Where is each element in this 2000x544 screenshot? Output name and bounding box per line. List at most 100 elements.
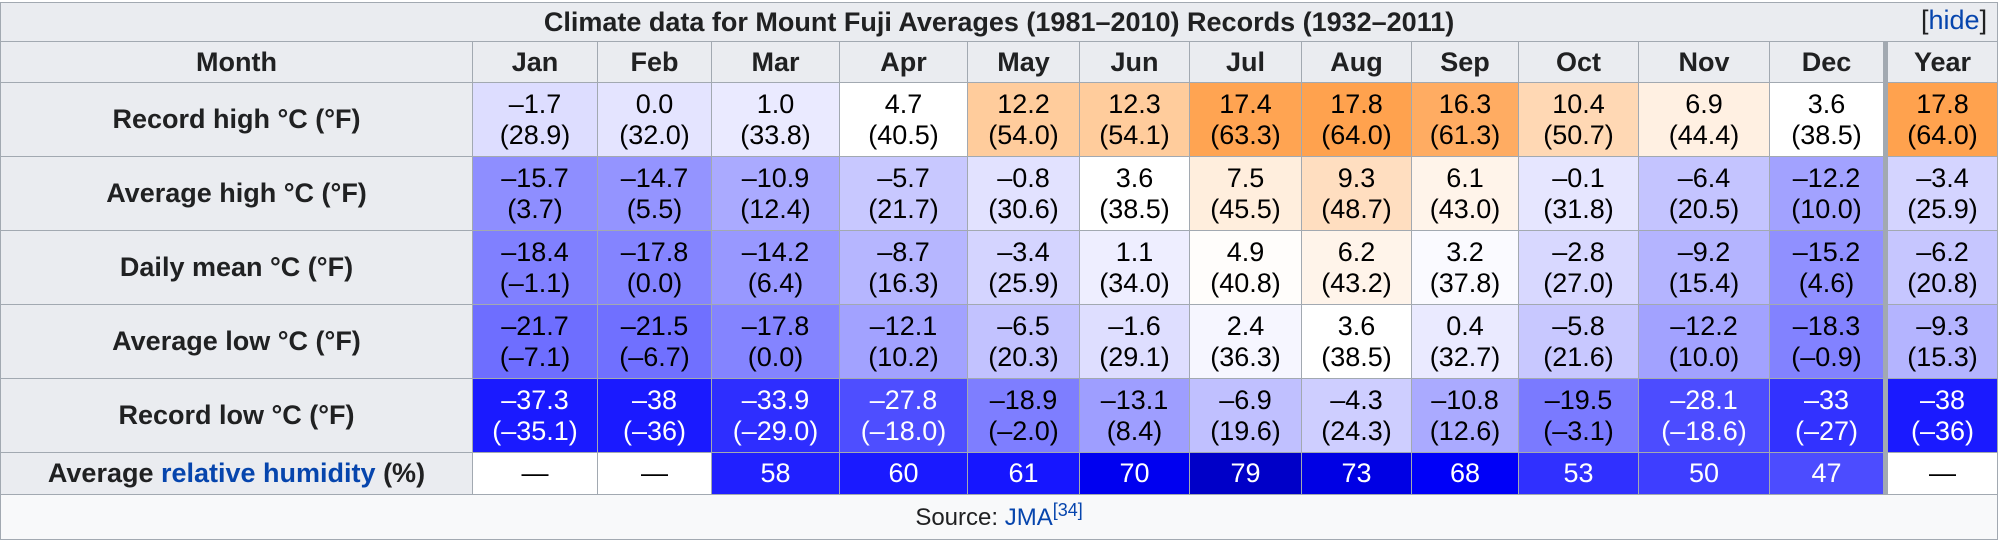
- relative-humidity-link[interactable]: relative humidity: [160, 458, 376, 488]
- celsius-value: –21.5: [620, 310, 689, 341]
- celsius-value: –18.4: [501, 236, 569, 267]
- data-cell-mar: –33.9 (–29.0): [711, 378, 840, 453]
- fahrenheit-value: (10.0): [1668, 341, 1740, 372]
- fahrenheit-value: (3.7): [507, 193, 563, 224]
- data-cell-nov: –12.2 (10.0): [1638, 304, 1770, 379]
- celsius-value: –9.3: [1916, 310, 1969, 341]
- celsius-value: –2.8: [1552, 236, 1605, 267]
- fahrenheit-value: (38.5): [1321, 341, 1392, 372]
- month-header-aug: Aug: [1301, 41, 1412, 83]
- row-header: Record low °C (°F): [0, 378, 473, 453]
- fahrenheit-value: (20.3): [988, 341, 1059, 372]
- fahrenheit-value: (64.0): [1321, 119, 1392, 150]
- data-cell-dec: –33 (–27): [1769, 378, 1886, 453]
- data-cell-aug: –4.3 (24.3): [1301, 378, 1412, 453]
- data-cell-sep: 16.3 (61.3): [1411, 82, 1519, 157]
- fahrenheit-value: (38.5): [1099, 193, 1170, 224]
- fahrenheit-value: (21.6): [1543, 341, 1614, 372]
- celsius-value: –38: [631, 384, 678, 415]
- celsius-value: –12.1: [869, 310, 938, 341]
- data-cell-aug: 3.6 (38.5): [1301, 304, 1412, 379]
- celsius-value: –15.7: [501, 162, 569, 193]
- celsius-value: 3.6: [1115, 162, 1154, 193]
- fahrenheit-value: (19.6): [1210, 415, 1281, 446]
- celsius-value: –6.9: [1219, 384, 1272, 415]
- data-cell-jul: 4.9 (40.8): [1189, 230, 1302, 305]
- row-header: Average low °C (°F): [0, 304, 473, 379]
- fahrenheit-value: (32.0): [619, 119, 690, 150]
- humidity-cell-aug: 73: [1301, 452, 1412, 495]
- data-cell-sep: –10.8 (12.6): [1411, 378, 1519, 453]
- row-header-humidity: Average relative humidity (%): [0, 452, 473, 495]
- fahrenheit-value: (–7.1): [499, 341, 571, 372]
- fahrenheit-value: (40.5): [868, 119, 939, 150]
- celsius-value: –12.2: [1792, 162, 1861, 193]
- celsius-value: –19.5: [1544, 384, 1613, 415]
- data-cell-may: 12.2 (54.0): [967, 82, 1080, 157]
- source-prefix: Source:: [915, 503, 1005, 531]
- fahrenheit-value: (15.3): [1907, 341, 1978, 372]
- fahrenheit-value: (64.0): [1907, 119, 1978, 150]
- fahrenheit-value: (–3.1): [1543, 415, 1614, 446]
- fahrenheit-value: (6.4): [747, 267, 804, 298]
- data-cell-feb: 0.0 (32.0): [597, 82, 712, 157]
- fahrenheit-value: (45.5): [1210, 193, 1281, 224]
- source-reference-link[interactable]: [34]: [1052, 499, 1083, 520]
- data-cell-jan: –15.7 (3.7): [472, 156, 598, 231]
- month-header-jan: Jan: [472, 41, 598, 83]
- month-header-nov: Nov: [1638, 41, 1770, 83]
- celsius-value: 2.4: [1226, 310, 1265, 341]
- celsius-value: 0.4: [1446, 310, 1484, 341]
- celsius-value: –14.7: [620, 162, 689, 193]
- humidity-cell-may: 61: [967, 452, 1080, 495]
- celsius-value: 6.1: [1446, 162, 1484, 193]
- month-header-feb: Feb: [597, 41, 712, 83]
- humidity-cell-feb: —: [597, 452, 712, 495]
- celsius-value: 3.2: [1446, 236, 1484, 267]
- celsius-value: –6.2: [1916, 236, 1969, 267]
- celsius-value: –0.1: [1552, 162, 1605, 193]
- data-cell-year: 17.8 (64.0): [1882, 82, 1999, 157]
- month-header-sep: Sep: [1411, 41, 1519, 83]
- celsius-value: –38: [1920, 384, 1966, 415]
- fahrenheit-value: (37.8): [1429, 267, 1501, 298]
- month-header-dec: Dec: [1769, 41, 1886, 83]
- celsius-value: –3.4: [1916, 162, 1969, 193]
- data-cell-apr: –5.7 (21.7): [839, 156, 968, 231]
- hide-link[interactable]: hide: [1928, 5, 1980, 35]
- celsius-value: –8.7: [877, 236, 930, 267]
- data-cell-jun: 3.6 (38.5): [1079, 156, 1190, 231]
- fahrenheit-value: (0.0): [747, 341, 804, 372]
- fahrenheit-value: (10.2): [868, 341, 939, 372]
- fahrenheit-value: (34.0): [1099, 267, 1170, 298]
- celsius-value: 0.0: [635, 88, 674, 119]
- data-cell-nov: 6.9 (44.4): [1638, 82, 1770, 157]
- data-cell-year: –3.4 (25.9): [1882, 156, 1999, 231]
- table-row: Average low °C (°F) –21.7 (–7.1) –21.5 (–6.7…: [0, 304, 1999, 379]
- data-cell-mar: –10.9 (12.4): [711, 156, 840, 231]
- celsius-value: 4.7: [884, 88, 923, 119]
- table-row: Record high °C (°F) –1.7 (28.9) 0.0 (32.0) 1.…: [0, 82, 1999, 157]
- celsius-value: –33.9: [741, 384, 810, 415]
- data-cell-dec: –18.3 (–0.9): [1769, 304, 1886, 379]
- celsius-value: 10.4: [1552, 88, 1605, 119]
- data-cell-feb: –14.7 (5.5): [597, 156, 712, 231]
- source-link[interactable]: JMA: [1004, 503, 1053, 531]
- data-cell-apr: –8.7 (16.3): [839, 230, 968, 305]
- celsius-value: –5.8: [1552, 310, 1605, 341]
- fahrenheit-value: (29.1): [1099, 341, 1170, 372]
- data-cell-mar: –14.2 (6.4): [711, 230, 840, 305]
- climate-table-body: Record high °C (°F) –1.7 (28.9) 0.0 (32.0) 1.…: [0, 82, 1999, 495]
- celsius-value: –10.8: [1431, 384, 1499, 415]
- celsius-value: –9.2: [1677, 236, 1731, 267]
- humidity-cell-mar: 58: [711, 452, 840, 495]
- fahrenheit-value: (20.5): [1668, 193, 1740, 224]
- fahrenheit-value: (20.8): [1907, 267, 1978, 298]
- fahrenheit-value: (24.3): [1321, 415, 1392, 446]
- fahrenheit-value: (54.0): [988, 119, 1059, 150]
- data-cell-aug: 9.3 (48.7): [1301, 156, 1412, 231]
- table-caption: Climate data for Mount Fuji Averages (19…: [0, 2, 1999, 42]
- celsius-value: –0.8: [997, 162, 1050, 193]
